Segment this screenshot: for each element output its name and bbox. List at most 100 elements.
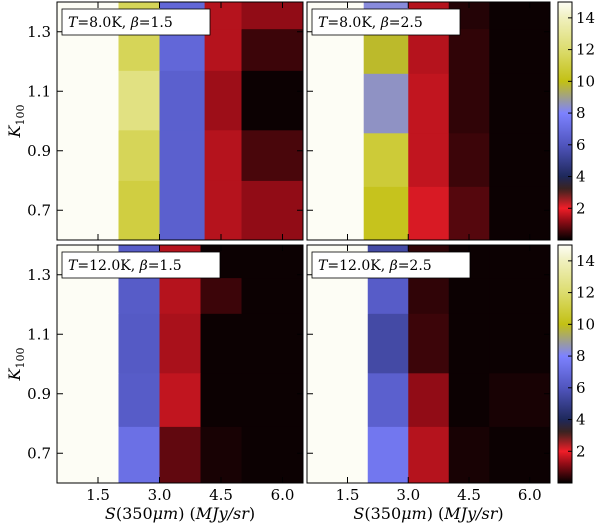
panel-title-part: =12.0K,	[327, 258, 389, 274]
panel-frame	[306, 1, 551, 241]
colorbar-tick-label: 8	[576, 104, 586, 122]
x-tick-label: 1.5	[86, 486, 110, 504]
heatmap-cell	[489, 28, 551, 74]
heatmap-cell	[57, 70, 119, 131]
heatmap-cell	[489, 73, 551, 134]
heatmap-cell	[159, 70, 205, 131]
heatmap-panel-4: T=12.0K, β=2.5 1.5 3.0 4.5 6.0 S(350μm) (MJy/…	[306, 244, 551, 523]
heatmap-cell	[57, 372, 119, 427]
heatmap-cell	[118, 372, 160, 427]
heatmap-cell	[241, 313, 304, 374]
heatmap-cell	[363, 132, 409, 187]
colorbar-tick-label: 4	[576, 411, 586, 429]
heatmap-cell	[204, 2, 242, 30]
heatmap-cell	[307, 372, 369, 427]
heatmap-cell	[307, 313, 369, 374]
panel-title: T=8.0K, β=1.5	[68, 15, 173, 31]
heatmap-cell	[408, 313, 450, 374]
heatmap-cell	[367, 426, 409, 484]
heatmap-cell	[448, 426, 490, 484]
heatmap-cell	[367, 277, 409, 314]
x-axis-label: S(350μm) (MJy/sr)	[353, 504, 503, 523]
y-tick-label: 0.7	[27, 444, 51, 462]
panel-title-part: =1.5	[148, 258, 182, 274]
panel-title: T=12.0K, β=2.5	[318, 258, 432, 274]
panel-title-part: β	[389, 258, 398, 274]
colorbar-gradient	[557, 1, 573, 241]
panel-title-part: β	[139, 258, 148, 274]
heatmap-cell	[241, 372, 304, 427]
panel-title-box	[61, 8, 211, 36]
x-axis-label: S(350μm) (MJy/sr)	[105, 504, 255, 523]
colorbar-tick-label: 2	[576, 442, 586, 460]
heatmap-cell	[118, 28, 160, 71]
x-tick-label: 3.0	[396, 486, 420, 504]
colorbar-tick-label: 6	[576, 379, 586, 397]
heatmap-cell	[363, 28, 409, 74]
heatmap-cell	[200, 426, 242, 484]
heatmap-cell	[307, 73, 365, 134]
heatmap-cell	[448, 132, 490, 187]
panel-title-part: β	[380, 15, 389, 31]
heatmap-cell	[448, 372, 490, 427]
panel-title-part: T	[318, 15, 329, 31]
heatmap-cell	[159, 313, 201, 374]
heatmap-cell	[307, 28, 365, 74]
heatmap-cell	[204, 28, 242, 71]
colorbar-tick-label: 2	[576, 199, 586, 217]
heatmap-cell	[241, 245, 304, 279]
panel-title-box	[61, 251, 221, 279]
heatmap-cell	[57, 28, 119, 71]
y-tick-label: 0.9	[27, 385, 51, 403]
x-tick-label: 6.0	[518, 486, 542, 504]
heatmap-cell	[408, 132, 450, 187]
heatmap-cell	[363, 73, 409, 134]
colorbar-tick-label: 4	[576, 168, 586, 186]
heatmap-cell	[408, 372, 450, 427]
heatmap-cell	[408, 186, 450, 241]
colorbar-tick-label: 12	[576, 41, 595, 59]
heatmap-cell	[448, 277, 490, 314]
heatmap-cell	[408, 28, 450, 74]
y-tick-label: 1.3	[27, 266, 51, 284]
heatmap-cell	[118, 277, 160, 314]
y-tick-label: 1.3	[27, 23, 51, 41]
heatmap-cell	[159, 277, 201, 314]
panel-title-part: =1.5	[139, 15, 173, 31]
heatmap-cell	[241, 129, 304, 181]
heatmap-cell	[57, 426, 119, 484]
x-tick-label: 3.0	[148, 486, 172, 504]
colorbar-tick-label: 14	[576, 252, 595, 270]
heatmap-cell	[118, 313, 160, 374]
heatmap-cell	[448, 28, 490, 74]
x-tick-label: 4.5	[457, 486, 481, 504]
heatmap-cell	[204, 70, 242, 131]
heatmap-cell	[118, 426, 160, 484]
y-tick-label: 0.7	[27, 201, 51, 219]
panel-title-part: T	[68, 258, 79, 274]
colorbar-gradient	[557, 244, 573, 484]
heatmap-cell	[307, 426, 369, 484]
heatmap-cell	[241, 426, 304, 484]
heatmap-cell	[159, 28, 205, 71]
heatmap-cell	[57, 277, 119, 314]
panel-frame	[56, 1, 304, 241]
heatmap-cell	[489, 426, 551, 484]
heatmap-cell	[204, 129, 242, 181]
panel-frame	[306, 244, 551, 484]
heatmap-cell	[363, 186, 409, 241]
colorbar-1: 2 4 6 8 10 12 14	[557, 1, 595, 241]
colorbar-tick-label: 14	[576, 9, 595, 27]
panel-title-box	[311, 8, 461, 36]
heatmap-cell	[57, 129, 119, 181]
heatmap-cell	[57, 313, 119, 374]
heatmap-cell	[159, 129, 205, 181]
heatmap-cell	[489, 245, 551, 279]
panel-title-part: β	[130, 15, 139, 31]
panel-title-part: =12.0K,	[77, 258, 139, 274]
x-tick-label: 1.5	[336, 486, 360, 504]
heatmap-cell	[408, 73, 450, 134]
heatmap-cell	[241, 180, 304, 241]
heatmap-cell	[159, 372, 201, 427]
colorbar-2: 2 4 6 8 10 12 14	[557, 244, 595, 484]
